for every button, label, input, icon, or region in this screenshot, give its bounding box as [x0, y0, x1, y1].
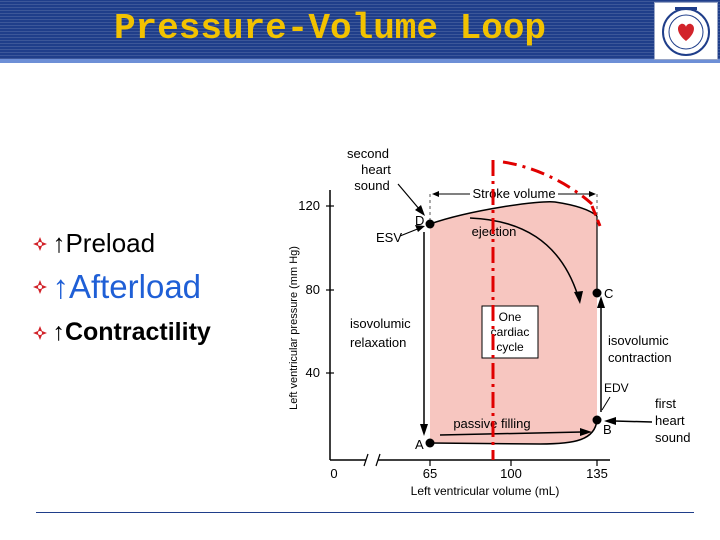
arrowhead — [420, 424, 428, 436]
cardiac-cycle-box — [481, 305, 539, 359]
edv-label: EDV — [604, 381, 629, 395]
second-heart-sound-pointer — [397, 183, 421, 211]
esv-pointer — [399, 227, 421, 237]
stroke-volume-label: Stroke volume — [472, 186, 555, 201]
arrowhead — [432, 191, 439, 197]
ejection-arrow — [469, 217, 579, 297]
arrowhead — [589, 191, 596, 197]
first-heart-sound-line3: sound — [655, 430, 690, 445]
first-heart-sound-pointer — [613, 420, 653, 423]
y-tick-label: 40 — [306, 365, 320, 380]
second-heart-sound-line2: heart — [361, 162, 391, 177]
bullet-afterload-text: ↑Afterload — [52, 268, 202, 305]
point-c-label: C — [604, 286, 613, 301]
red-dashed-end — [590, 205, 602, 227]
point-b — [592, 415, 602, 425]
bullet-contractility-text: ↑Contractility — [52, 318, 211, 346]
edv-pointer — [601, 396, 611, 411]
slide-title: Pressure-Volume Loop — [113, 8, 547, 49]
point-d-label: D — [415, 213, 424, 228]
point-b-label: B — [603, 422, 612, 437]
bullet-preload: ↑Preload — [32, 228, 155, 259]
first-heart-sound-line2: heart — [655, 413, 685, 428]
cardiac-cycle-line2: cardiac — [491, 325, 530, 339]
y-tick-label: 80 — [306, 282, 320, 297]
cardiac-cycle-line1: One — [499, 310, 522, 324]
x-tick-label: 65 — [423, 466, 437, 481]
loop-bottom-curve — [429, 419, 598, 445]
diamond-bullet-icon — [32, 325, 48, 341]
arrowhead — [574, 291, 583, 304]
header-banner — [0, 0, 720, 62]
isovolumic-contraction-line2: contraction — [608, 350, 672, 365]
point-a-label: A — [415, 437, 424, 452]
first-heart-sound-line1: first — [655, 396, 676, 411]
axis-break-icon — [363, 453, 381, 467]
footer-divider — [36, 512, 694, 513]
point-a — [425, 438, 435, 448]
x-axis-label: Left ventricular volume (mL) — [411, 484, 560, 498]
arrowhead — [580, 428, 592, 436]
isovolumic-contraction-line1: isovolumic — [608, 333, 669, 348]
header-underline — [0, 59, 720, 63]
arrowhead — [415, 225, 425, 232]
y-axis-label: Left ventricular pressure (mm Hg) — [288, 246, 300, 410]
loop-top-curve — [429, 200, 598, 225]
second-heart-sound-line1: second — [347, 146, 389, 161]
esv-label: ESV — [376, 230, 402, 245]
bullet-contractility: ↑Contractility — [32, 318, 211, 347]
point-c — [592, 288, 602, 298]
passive-filling-arrow — [439, 431, 583, 436]
x-tick-label: 100 — [500, 466, 522, 481]
y-tick-label: 120 — [298, 198, 320, 213]
x-tick-label: 0 — [330, 466, 337, 481]
cardiac-cycle-line3: cycle — [496, 340, 524, 354]
society-logo-icon — [654, 2, 718, 60]
bullet-afterload: ↑Afterload — [32, 268, 201, 306]
arrowhead — [597, 296, 605, 308]
diamond-bullet-icon — [32, 236, 48, 252]
point-d — [425, 219, 435, 229]
red-dashed-arc — [502, 160, 593, 206]
arrowhead — [604, 417, 616, 425]
diamond-bullet-icon — [32, 279, 48, 295]
isovolumic-relaxation-line1: isovolumic — [350, 316, 411, 331]
x-tick-label: 135 — [586, 466, 608, 481]
arrowhead — [415, 205, 425, 216]
second-heart-sound-line3: sound — [354, 178, 389, 193]
bullet-preload-text: ↑Preload — [52, 228, 156, 258]
isovolumic-relaxation-line2: relaxation — [350, 335, 406, 350]
